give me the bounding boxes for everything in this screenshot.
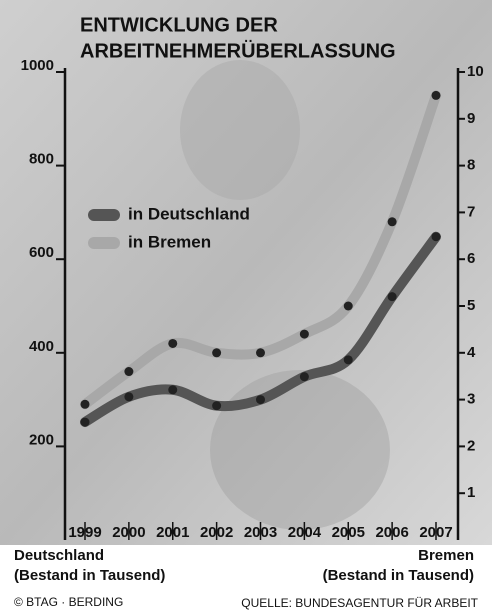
x-tick-label: 2002	[200, 524, 233, 541]
y-tick-label: 1000	[21, 57, 54, 74]
chart-title: ARBEITNEHMERÜBERLASSUNG	[80, 39, 396, 62]
x-tick-label: 2004	[288, 524, 322, 541]
page: {"chart_data": {"type": "line", "title":…	[0, 0, 492, 610]
point	[124, 392, 133, 401]
credit: © BTAG · BERDING	[14, 595, 123, 609]
y2-axis-label: (Bestand in Tausend)	[323, 567, 474, 584]
source: QUELLE: BUNDESAGENTUR FÜR ARBEIT	[241, 596, 478, 610]
point	[256, 348, 265, 357]
x-tick-label: 2006	[375, 524, 408, 541]
legend-label: in Bremen	[128, 232, 211, 251]
y2-tick-label: 4	[467, 344, 476, 361]
legend-label: in Deutschland	[128, 204, 250, 223]
photo-shape	[210, 370, 390, 530]
point	[432, 232, 441, 241]
x-tick-label: 2005	[332, 524, 365, 541]
y-tick-label: 800	[29, 151, 54, 168]
y2-axis-label: Bremen	[418, 547, 474, 564]
x-tick-label: 2007	[419, 524, 452, 541]
point	[388, 292, 397, 301]
point	[124, 367, 133, 376]
y2-tick-label: 5	[467, 297, 475, 314]
y2-tick-label: 6	[467, 250, 475, 267]
point	[168, 385, 177, 394]
point	[432, 91, 441, 100]
y-tick-label: 400	[29, 338, 54, 355]
y-axis-label: Deutschland	[14, 547, 104, 564]
chart: ENTWICKLUNG DER ARBEITNEHMERÜBERLASSUNG …	[0, 0, 492, 610]
point	[81, 418, 90, 427]
x-tick-label: 2003	[244, 524, 277, 541]
y-axis-label: (Bestand in Tausend)	[14, 567, 165, 584]
point	[168, 339, 177, 348]
point	[388, 217, 397, 226]
point	[300, 372, 309, 381]
x-tick-label: 2001	[156, 524, 189, 541]
point	[300, 330, 309, 339]
y2-tick-label: 7	[467, 203, 475, 220]
point	[212, 401, 221, 410]
y-tick-label: 600	[29, 244, 54, 261]
point	[81, 400, 90, 409]
y-tick-label: 200	[29, 431, 54, 448]
y2-tick-label: 2	[467, 437, 475, 454]
x-tick-label: 2000	[112, 524, 145, 541]
y2-tick-label: 8	[467, 157, 475, 174]
point	[212, 348, 221, 357]
y2-tick-label: 1	[467, 484, 475, 501]
chart-title: ENTWICKLUNG DER	[80, 14, 278, 36]
point	[256, 395, 265, 404]
y2-tick-label: 9	[467, 110, 475, 127]
photo-shape	[180, 60, 300, 200]
point	[344, 355, 353, 364]
y2-tick-label: 3	[467, 391, 475, 408]
x-tick-label: 1999	[68, 524, 101, 541]
point	[344, 302, 353, 311]
y2-tick-label: 10	[467, 63, 484, 80]
